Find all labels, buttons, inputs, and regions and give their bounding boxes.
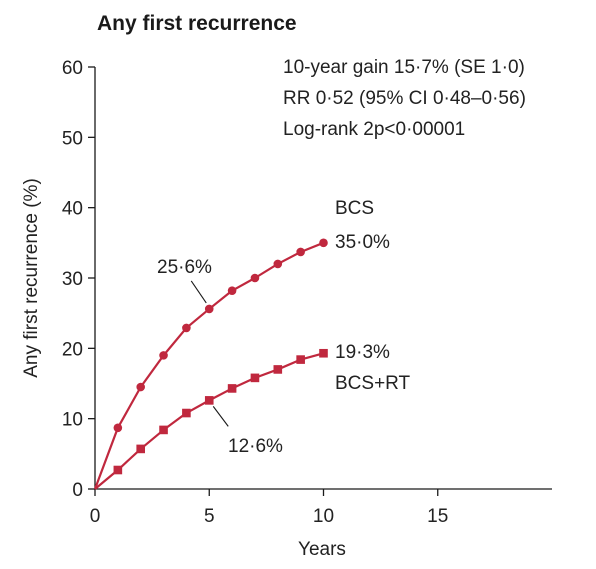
series-line-bcs [93, 241, 324, 490]
data-point-bcs-rt [319, 348, 328, 358]
callout-label-bcs-rt: 12·6% [228, 436, 283, 457]
stat-rr: RR 0·52 (95% CI 0·48–0·56) [283, 88, 526, 109]
data-point-bcs-rt [227, 384, 237, 393]
data-point-bcs-rt [182, 408, 191, 418]
data-point-bcs-rt [250, 373, 260, 383]
stat-gain: 10-year gain 15·7% (SE 1·0) [283, 57, 525, 78]
data-point-bcs [250, 273, 260, 283]
y-tick-label: 0 [72, 480, 83, 501]
series-line-bcs-rt [94, 352, 324, 490]
x-tick-label: 10 [313, 506, 334, 527]
x-axis-label: Years [298, 539, 346, 560]
stats-box: 10-year gain 15·7% (SE 1·0) RR 0·52 (95%… [283, 57, 526, 140]
y-tick-label: 30 [62, 269, 83, 290]
stat-logrank: Log-rank 2p<0·00001 [283, 119, 465, 140]
callout-label-bcs: 25·6% [157, 257, 212, 278]
data-point-bcs [136, 382, 145, 392]
data-point-bcs-rt [113, 465, 123, 475]
series-name-bcs: BCS [335, 198, 374, 219]
data-point-bcs [113, 423, 123, 433]
data-point-bcs [204, 304, 214, 314]
chart-title: Any first recurrence [97, 12, 297, 35]
y-tick-label: 40 [62, 199, 83, 220]
x-tick-label: 15 [427, 506, 448, 527]
series-layer [93, 238, 328, 490]
end-label-bcs-rt: 19·3% [335, 342, 390, 363]
callouts: 25·6% 12·6% [157, 257, 283, 457]
data-point-bcs [227, 286, 237, 295]
data-point-bcs-rt [296, 355, 305, 364]
data-point-bcs [273, 259, 283, 269]
y-tick-label: 20 [62, 339, 83, 360]
callout-leader-bcs-rt [212, 406, 229, 427]
y-ticks: 0 10 20 30 40 50 60 [62, 58, 95, 501]
series-name-bcs-rt: BCS+RT [335, 373, 411, 394]
data-point-bcs-rt [136, 444, 145, 454]
callout-leader-bcs [190, 280, 207, 304]
end-label-bcs: 35·0% [335, 232, 390, 253]
y-tick-label: 60 [62, 58, 83, 79]
x-tick-label: 0 [90, 506, 101, 527]
x-tick-label: 5 [204, 506, 215, 527]
data-point-bcs-rt [204, 396, 214, 405]
data-point-bcs-rt [273, 365, 283, 374]
series-labels: BCS 35·0% 19·3% BCS+RT [335, 198, 411, 394]
y-axis-label: Any first recurrence (%) [21, 178, 42, 378]
x-ticks: 0 5 10 15 [90, 489, 448, 527]
data-point-bcs [182, 323, 191, 333]
data-point-bcs [159, 351, 168, 360]
data-point-bcs [296, 247, 305, 257]
y-tick-label: 10 [62, 410, 83, 431]
data-point-bcs [319, 238, 328, 248]
data-point-bcs-rt [159, 425, 168, 435]
y-tick-label: 50 [62, 128, 83, 149]
